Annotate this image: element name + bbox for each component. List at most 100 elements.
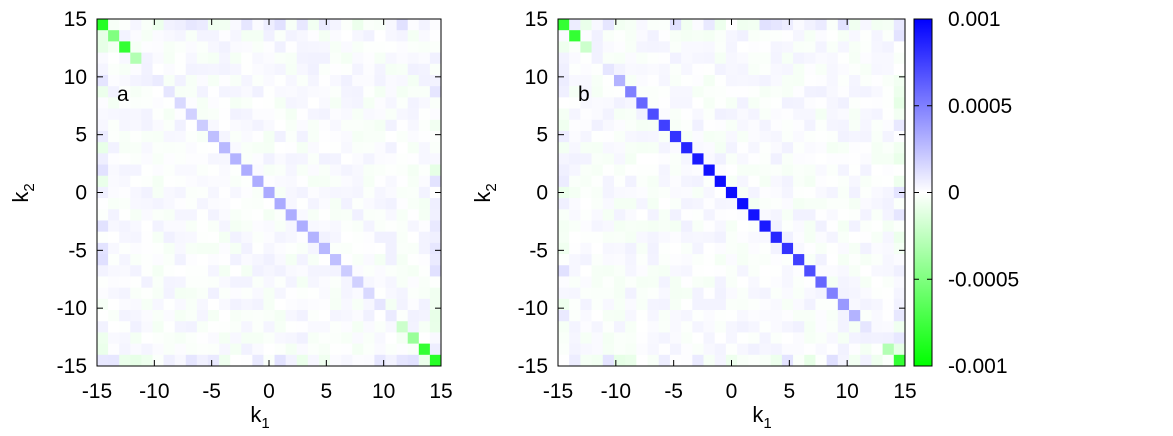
heatmap-cell: [174, 130, 187, 143]
heatmap-cell: [97, 321, 109, 333]
heatmap-cell: [837, 209, 850, 221]
heatmap-cell: [108, 153, 120, 165]
heatmap-cell: [230, 231, 242, 244]
heatmap-cell: [196, 74, 209, 87]
heatmap-cell: [318, 321, 331, 333]
heatmap-cell: [130, 19, 142, 31]
heatmap-cell: [318, 108, 331, 121]
diagonal-cell: [591, 52, 604, 65]
heatmap-cell: [826, 175, 839, 188]
heatmap-cell: [849, 130, 861, 143]
heatmap-cell: [692, 231, 704, 244]
heatmap-cell: [130, 175, 142, 188]
heatmap-cell: [130, 276, 142, 289]
heatmap-cell: [318, 41, 331, 53]
heatmap-cell: [230, 198, 242, 210]
heatmap-cell: [174, 209, 187, 221]
heatmap-cell: [793, 52, 805, 65]
heatmap-cell: [580, 86, 592, 98]
heatmap-cell: [658, 142, 671, 154]
heatmap-cell: [849, 298, 861, 311]
heatmap-cell: [569, 343, 581, 356]
heatmap-cell: [613, 86, 626, 98]
heatmap-cell: [252, 287, 264, 300]
heatmap-cell: [669, 276, 682, 289]
diagonal-cell: [174, 97, 187, 109]
heatmap-cell: [871, 153, 884, 165]
heatmap-cell: [860, 97, 872, 109]
heatmap-cell: [97, 142, 109, 154]
heatmap-cell: [330, 52, 342, 65]
heatmap-cell: [407, 186, 420, 199]
heatmap-cell: [860, 153, 872, 165]
diagonal-cell: [849, 310, 861, 322]
heatmap-cell: [352, 74, 364, 87]
heatmap-cell: [860, 254, 872, 266]
heatmap-cell: [274, 86, 287, 98]
heatmap-cell: [374, 276, 386, 289]
heatmap-cell: [849, 354, 861, 367]
heatmap-cell: [219, 186, 231, 199]
heatmap-cell: [625, 52, 637, 65]
heatmap-cell: [748, 321, 760, 333]
heatmap-cell: [285, 231, 298, 244]
heatmap-cell: [781, 265, 794, 277]
heatmap-cell: [748, 354, 760, 367]
heatmap-cell: [330, 86, 342, 98]
heatmap-cell: [737, 108, 749, 121]
heatmap-cell: [871, 30, 884, 42]
heatmap-cell: [815, 287, 828, 300]
heatmap-cell: [352, 321, 364, 333]
heatmap-cell: [613, 242, 626, 255]
heatmap-cell: [152, 287, 164, 300]
heatmap-cell: [141, 310, 153, 322]
heatmap-cell: [558, 52, 570, 65]
heatmap-cell: [636, 332, 648, 345]
heatmap-cell: [285, 164, 298, 177]
diagonal-cell: [669, 130, 682, 143]
heatmap-cell: [219, 74, 231, 87]
heatmap-cell: [219, 220, 231, 233]
heatmap-cell: [374, 97, 386, 109]
heatmap-cell: [759, 119, 772, 132]
heatmap-cell: [871, 175, 884, 188]
heatmap-cell: [396, 19, 409, 31]
heatmap-cell: [296, 354, 309, 367]
heatmap-cell: [804, 287, 816, 300]
heatmap-cell: [252, 119, 264, 132]
heatmap-cell: [681, 130, 693, 143]
heatmap-cell: [613, 164, 626, 177]
heatmap-cell: [569, 332, 581, 345]
heatmap-cell: [681, 321, 693, 333]
heatmap-cell: [407, 153, 420, 165]
heatmap-cell: [781, 254, 794, 266]
heatmap-cell: [770, 321, 783, 333]
heatmap-cell: [296, 142, 309, 154]
heatmap-cell: [263, 287, 275, 300]
diagonal-cell: [681, 142, 693, 154]
heatmap-cell: [759, 153, 772, 165]
heatmap-cell: [241, 310, 253, 322]
heatmap-cell: [274, 332, 287, 345]
heatmap-cell: [152, 343, 164, 356]
heatmap-cell: [681, 354, 693, 367]
diagonal-cell: [407, 332, 420, 345]
heatmap-cell: [385, 164, 398, 177]
heatmap-cell: [296, 209, 309, 221]
heatmap-cell: [241, 242, 253, 255]
heatmap-cell: [703, 343, 716, 356]
heatmap-cell: [781, 321, 794, 333]
heatmap-cell: [296, 119, 309, 132]
heatmap-cell: [163, 63, 176, 76]
heatmap-cell: [219, 175, 231, 188]
heatmap-cell: [330, 19, 342, 31]
heatmap-cell: [429, 130, 442, 143]
heatmap-cell: [703, 30, 716, 42]
heatmap-cell: [219, 97, 231, 109]
heatmap-cell: [703, 19, 716, 31]
heatmap-cell: [230, 175, 242, 188]
heatmap-cell: [219, 287, 231, 300]
heatmap-cell: [318, 343, 331, 356]
heatmap-cell: [429, 310, 442, 322]
heatmap-cell: [692, 321, 704, 333]
